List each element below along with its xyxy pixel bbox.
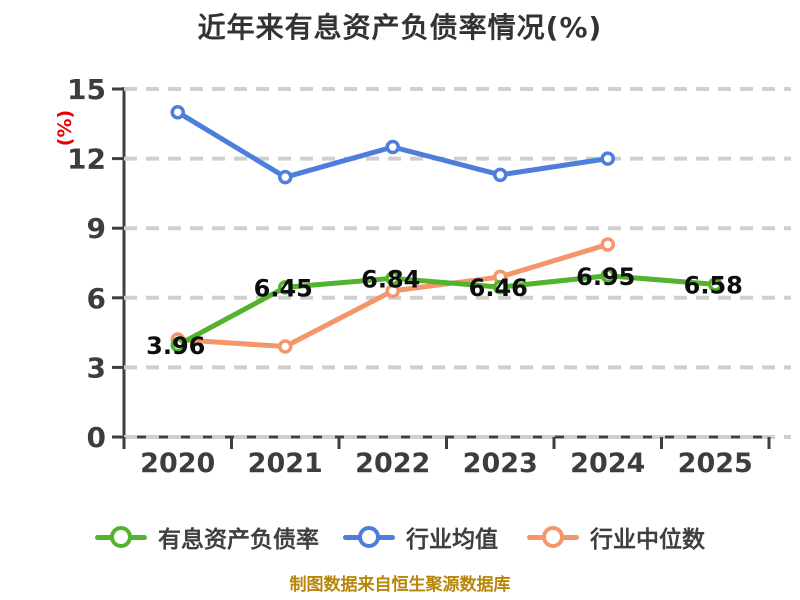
- legend-line-marker-orange: [527, 525, 579, 548]
- series-marker-industry-mean: [170, 104, 185, 120]
- data-source-note: 制图数据来自恒生聚源数据库: [289, 575, 511, 595]
- series-marker-company-ratio: [278, 280, 293, 295]
- x-tick-label: 2022: [355, 448, 430, 479]
- data-label: 6.95: [576, 263, 635, 291]
- legend-line-marker-blue: [343, 525, 395, 548]
- y-tick-label: 3: [87, 351, 106, 384]
- legend-circle-icon: [358, 525, 380, 548]
- data-label: 6.58: [684, 271, 743, 299]
- series-marker-company-ratio: [708, 277, 723, 292]
- legend-label: 有息资产负债率: [158, 527, 319, 553]
- data-label: 3.96: [146, 332, 205, 360]
- data-label: 6.45: [254, 274, 313, 302]
- data-label: 6.46: [469, 274, 528, 302]
- data-label: 6.84: [361, 265, 420, 293]
- legend-circle-icon: [110, 525, 132, 548]
- series-marker-company-ratio: [385, 271, 400, 286]
- x-tick-label: 2023: [463, 448, 538, 479]
- legend-item-industry-median: 行业中位数: [527, 522, 705, 553]
- legend-circle-icon: [542, 525, 564, 548]
- legend: 有息资产负债率 行业均值 行业中位数: [0, 522, 800, 554]
- y-tick-label: 9: [87, 212, 106, 245]
- y-tick-label: 12: [67, 143, 106, 176]
- series-marker-industry-median: [600, 237, 615, 252]
- legend-item-industry-mean: 行业均值: [343, 522, 498, 553]
- y-tick-label: 0: [87, 421, 106, 454]
- series-marker-company-ratio: [600, 268, 615, 284]
- x-tick-label: 2021: [248, 448, 323, 479]
- x-tick-label: 2020: [140, 448, 215, 479]
- x-tick-label: 2025: [678, 448, 753, 479]
- legend-line-marker-green: [95, 525, 147, 548]
- legend-label: 行业均值: [406, 527, 498, 553]
- chart-title: 近年来有息资产负债率情况(%): [197, 11, 603, 44]
- legend-label: 行业中位数: [590, 527, 705, 553]
- y-axis-unit-label: (%): [54, 109, 76, 147]
- series-marker-industry-median: [278, 339, 293, 354]
- series-marker-industry-mean: [493, 167, 508, 183]
- y-tick-label: 15: [67, 73, 106, 106]
- series-marker-industry-mean: [600, 151, 615, 166]
- series-marker-company-ratio: [493, 279, 508, 295]
- series-marker-industry-mean: [278, 169, 293, 185]
- x-tick-label: 2024: [570, 448, 645, 479]
- series-marker-industry-mean: [385, 139, 400, 155]
- series-line-company-ratio: [175, 273, 718, 348]
- y-tick-label: 6: [87, 282, 106, 315]
- series-marker-company-ratio: [170, 337, 185, 353]
- legend-item-company-ratio: 有息资产负债率: [95, 522, 319, 553]
